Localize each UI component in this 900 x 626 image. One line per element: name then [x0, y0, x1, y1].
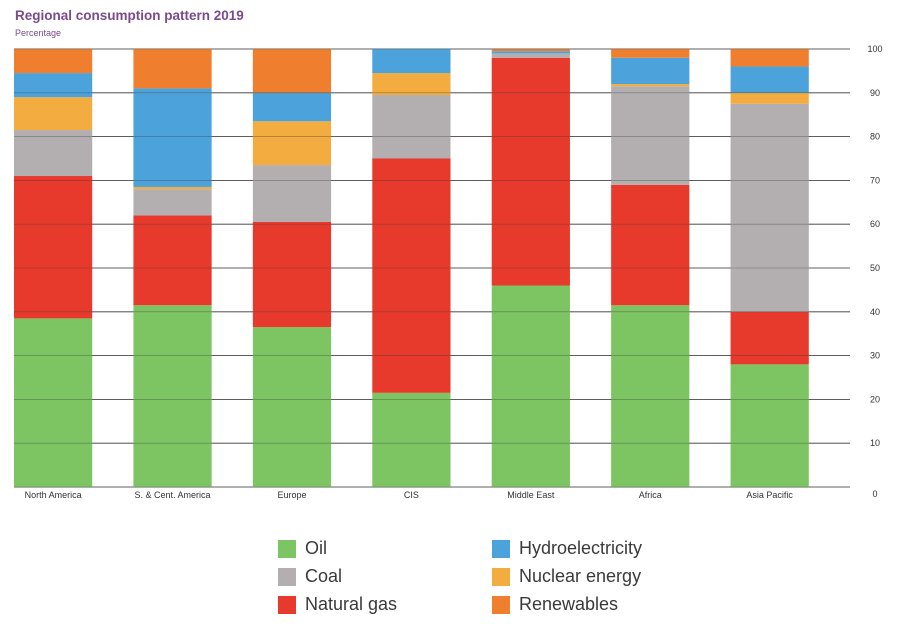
- legend-label-oil: Oil: [305, 538, 327, 558]
- bar-middle-east-hydroelectricity: [491, 51, 570, 54]
- y-tick-label-60: 60: [870, 219, 880, 229]
- chart-title: Regional consumption pattern 2019: [15, 8, 244, 23]
- bar-asia-pacific-oil: [730, 364, 809, 487]
- legend-swatch-natural-gas: [278, 595, 296, 614]
- legend-item-nuclear-energy: Nuclear energy: [492, 566, 641, 587]
- bar-asia-pacific-coal: [730, 103, 809, 312]
- bar-middle-east-coal: [491, 53, 570, 58]
- y-tick-label-50: 50: [870, 263, 880, 273]
- legend-item-hydroelectricity: Hydroelectricity: [492, 538, 642, 559]
- legend-swatch-oil: [278, 539, 296, 558]
- x-tick-label-s-cent-america: S. & Cent. America: [135, 490, 211, 500]
- legend-swatch-coal: [278, 567, 296, 586]
- y-tick-label-80: 80: [870, 132, 880, 142]
- bar-north-america-nuclear-energy: [14, 97, 93, 131]
- bar-africa-natural-gas: [611, 184, 690, 306]
- legend-item-oil: Oil: [278, 538, 327, 559]
- bar-cis-nuclear-energy: [372, 73, 451, 95]
- y-tick-label-100: 100: [867, 44, 882, 54]
- y-tick-label-90: 90: [870, 88, 880, 98]
- stacked-bar-chart: North America S. & Cent. America Europe CIS…: [14, 44, 883, 500]
- bar-s-cent-america-coal: [133, 189, 212, 216]
- legend-item-natural-gas: Natural gas: [278, 594, 397, 615]
- bar-africa-renewables: [611, 49, 690, 58]
- bar-middle-east-oil: [491, 285, 570, 487]
- bar-africa-coal: [611, 86, 690, 185]
- bar-cis-oil: [372, 392, 451, 487]
- bar-cis-natural-gas: [372, 158, 451, 393]
- x-tick-label-cis: CIS: [404, 490, 419, 500]
- bar-cis-coal: [372, 94, 451, 159]
- bar-cis-hydroelectricity: [372, 49, 451, 74]
- chart-subtitle: Percentage: [15, 28, 62, 38]
- legend-label-renewables: Renewables: [519, 594, 619, 614]
- legend-swatch-renewables: [492, 595, 510, 614]
- bar-africa-nuclear-energy: [611, 84, 690, 87]
- legend-swatch-nuclear-energy: [492, 567, 510, 586]
- x-tick-label-north-america: North America: [25, 490, 82, 500]
- bar-north-america-oil: [14, 318, 93, 487]
- bar-asia-pacific-renewables: [730, 49, 809, 67]
- x-tick-label-middle-east: Middle East: [507, 490, 555, 500]
- bar-asia-pacific-nuclear-energy: [730, 92, 809, 104]
- x-tick-label-europe: Europe: [277, 490, 306, 500]
- legend-item-renewables: Renewables: [492, 594, 618, 615]
- bar-europe-coal: [252, 165, 332, 223]
- y-tick-label-0: 0: [872, 489, 877, 499]
- y-tick-label-30: 30: [870, 351, 880, 361]
- y-tick-label-70: 70: [870, 175, 880, 185]
- legend-swatch-hydroelectricity: [492, 539, 510, 558]
- bar-europe-renewables: [252, 49, 332, 93]
- x-tick-label-africa: Africa: [639, 490, 662, 500]
- bar-europe-oil: [252, 327, 332, 487]
- legend-item-coal: Coal: [278, 566, 342, 587]
- legend-label-coal: Coal: [305, 566, 343, 586]
- bar-north-america-natural-gas: [14, 176, 93, 319]
- bar-middle-east-renewables: [491, 49, 570, 52]
- legend-label-natural-gas: Natural gas: [305, 594, 398, 614]
- bar-s-cent-america-renewables: [133, 49, 212, 89]
- bar-africa-oil: [611, 305, 690, 487]
- bar-north-america-hydroelectricity: [14, 73, 93, 98]
- y-tick-label-40: 40: [870, 307, 880, 317]
- x-tick-label-asia-pacific: Asia Pacific: [746, 490, 793, 500]
- legend-label-nuclear-energy: Nuclear energy: [519, 566, 642, 586]
- y-tick-label-20: 20: [870, 394, 880, 404]
- bar-s-cent-america-natural-gas: [133, 215, 212, 306]
- bar-s-cent-america-oil: [133, 305, 212, 487]
- bar-asia-pacific-hydroelectricity: [730, 66, 809, 93]
- bar-north-america-coal: [14, 130, 93, 177]
- bar-asia-pacific-natural-gas: [730, 311, 809, 365]
- y-tick-label-10: 10: [870, 438, 880, 448]
- bar-africa-hydroelectricity: [611, 57, 690, 85]
- bar-middle-east-natural-gas: [491, 57, 570, 286]
- bar-europe-nuclear-energy: [252, 121, 332, 166]
- legend: Oil Coal Natural gas Hydroelectricity Nu…: [278, 538, 698, 622]
- bar-europe-hydroelectricity: [252, 92, 332, 122]
- bar-europe-natural-gas: [252, 222, 332, 328]
- bar-s-cent-america-nuclear-energy: [133, 186, 212, 190]
- legend-label-hydroelectricity: Hydroelectricity: [519, 538, 643, 558]
- bar-north-america-renewables: [14, 49, 93, 74]
- bar-s-cent-america-hydroelectricity: [133, 88, 212, 187]
